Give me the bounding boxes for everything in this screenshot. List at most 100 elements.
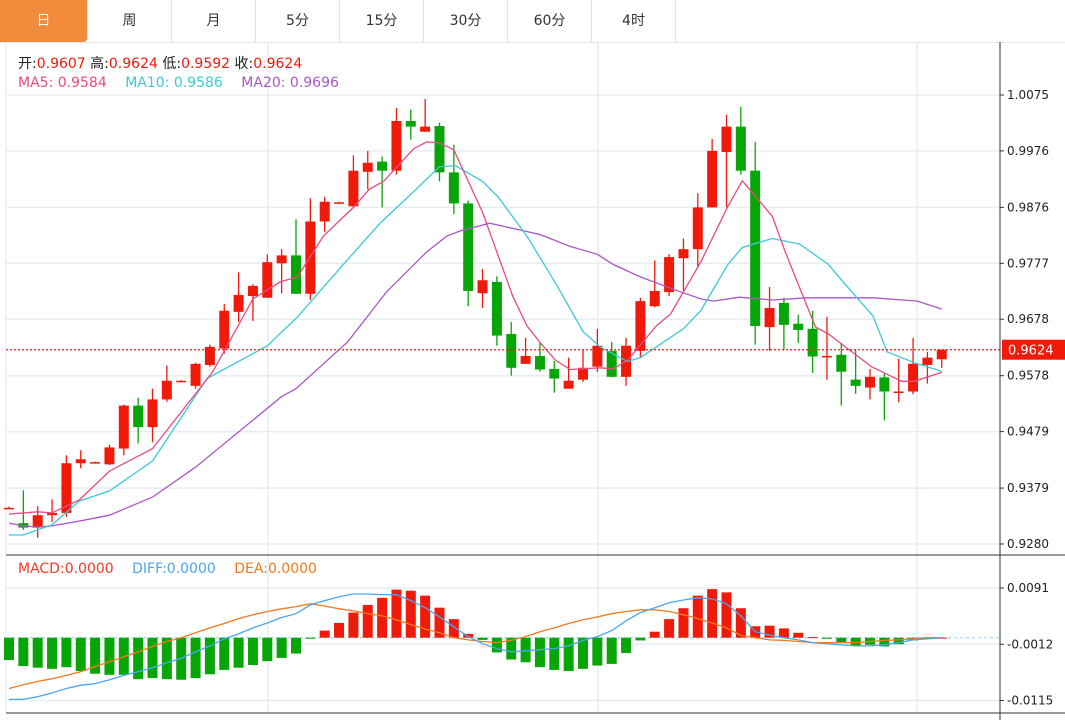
macd-legend: MACD:0.0000 DIFF:0.0000 DEA:0.0000 (18, 561, 317, 577)
candle-body (936, 349, 947, 360)
diff-value: 0.0000 (166, 561, 216, 577)
macd-bar (133, 637, 144, 680)
y-tick-label: 0.9280 (1007, 537, 1049, 551)
candle-body (649, 290, 660, 307)
macd-bar (32, 637, 43, 668)
macd-bar (692, 595, 703, 638)
tab-5min[interactable]: 5分 (256, 0, 340, 42)
candle-body (807, 328, 818, 357)
high-value: 0.9624 (108, 56, 158, 72)
macd-bar (291, 637, 301, 654)
macd-bar (190, 637, 201, 679)
tab-day[interactable]: 日 (0, 0, 88, 42)
candle-body (549, 368, 560, 379)
dea-value: 0.0000 (267, 561, 317, 577)
candle-body (735, 126, 746, 171)
candle-body (821, 355, 832, 358)
candle-body (32, 515, 43, 528)
macd-tick-label: -0.0012 (1007, 637, 1053, 651)
ma5-label: MA5: (18, 75, 54, 91)
candle-body (391, 120, 402, 171)
macd-bar (463, 633, 474, 638)
macd-bar (104, 637, 115, 675)
tab-15min[interactable]: 15分 (340, 0, 424, 42)
candle-body (879, 377, 890, 392)
candle-body (377, 161, 388, 171)
ma5-value: 0.9584 (57, 75, 107, 91)
candle-body (865, 376, 875, 388)
candle-body (721, 126, 732, 153)
macd-bar (707, 589, 718, 638)
candle-body (692, 207, 703, 250)
macd-bar (520, 637, 531, 663)
ma20-line (8, 222, 943, 528)
diff-label: DIFF: (132, 561, 167, 577)
macd-bar (90, 637, 101, 674)
ma5-line (8, 141, 943, 515)
candle-body (836, 354, 847, 372)
ma10-line (9, 164, 942, 536)
macd-bar (764, 625, 775, 638)
ma20-label: MA20: (241, 75, 286, 91)
macd-bar (821, 637, 832, 639)
macd-bar (204, 637, 215, 675)
macd-bar (147, 637, 158, 679)
macd-bar (377, 597, 388, 638)
low-label: 低: (162, 56, 182, 72)
macd-bar (61, 637, 72, 668)
candle-body (90, 462, 101, 464)
candle-body (405, 120, 416, 127)
macd-bar (793, 632, 804, 638)
macd-bar (319, 630, 330, 638)
macd-bar (334, 622, 345, 638)
last-price-badge (1002, 339, 1065, 360)
ma10-value: 0.9586 (173, 75, 223, 91)
macd-bar (836, 637, 847, 643)
candle-body (133, 405, 144, 428)
high-label: 高: (90, 56, 109, 72)
macd-bar (362, 604, 373, 638)
macd-bar (219, 637, 230, 670)
tab-60min[interactable]: 60分 (508, 0, 592, 42)
close-value: 0.9624 (253, 56, 303, 72)
candle-body (893, 391, 904, 394)
ma-legend: MA5: 0.9584 MA10: 0.9586 MA20: 0.9696 (18, 75, 339, 91)
candle-body (578, 367, 588, 380)
candle-body (319, 201, 330, 222)
candle-body (635, 301, 646, 351)
ma10-label: MA10: (125, 75, 170, 91)
candle-body (147, 399, 158, 428)
macd-bar (621, 637, 632, 653)
tab-4hour[interactable]: 4时 (592, 0, 676, 42)
macd-bar (161, 637, 172, 680)
tab-month[interactable]: 月 (172, 0, 256, 42)
macd-bar (434, 607, 445, 638)
macd-bar (735, 608, 746, 638)
tab-week[interactable]: 周 (88, 0, 172, 42)
tab-30min[interactable]: 30分 (424, 0, 508, 42)
macd-bar (534, 637, 545, 668)
candle-body (362, 162, 373, 172)
candle-body (563, 380, 574, 389)
macd-bar (348, 612, 359, 638)
candle-body (190, 363, 201, 386)
candle-body (420, 126, 431, 132)
period-tabs: 日 周 月 5分 15分 30分 60分 4时 (0, 0, 1065, 43)
macd-bar (549, 637, 560, 670)
candle-body (778, 302, 789, 325)
candle-body (104, 447, 115, 465)
candle-body (47, 512, 58, 516)
macd-bar (664, 619, 675, 638)
candle-body (592, 345, 603, 367)
y-tick-label: 0.9678 (1007, 312, 1049, 326)
candle-body (219, 310, 230, 349)
macd-bar (391, 589, 402, 638)
macd-bar (276, 637, 287, 658)
macd-bar (247, 637, 258, 666)
candle-body (434, 126, 445, 173)
candle-body (262, 262, 273, 298)
macd-bar (563, 637, 574, 672)
macd-bar (18, 637, 29, 667)
macd-bar (506, 637, 517, 660)
